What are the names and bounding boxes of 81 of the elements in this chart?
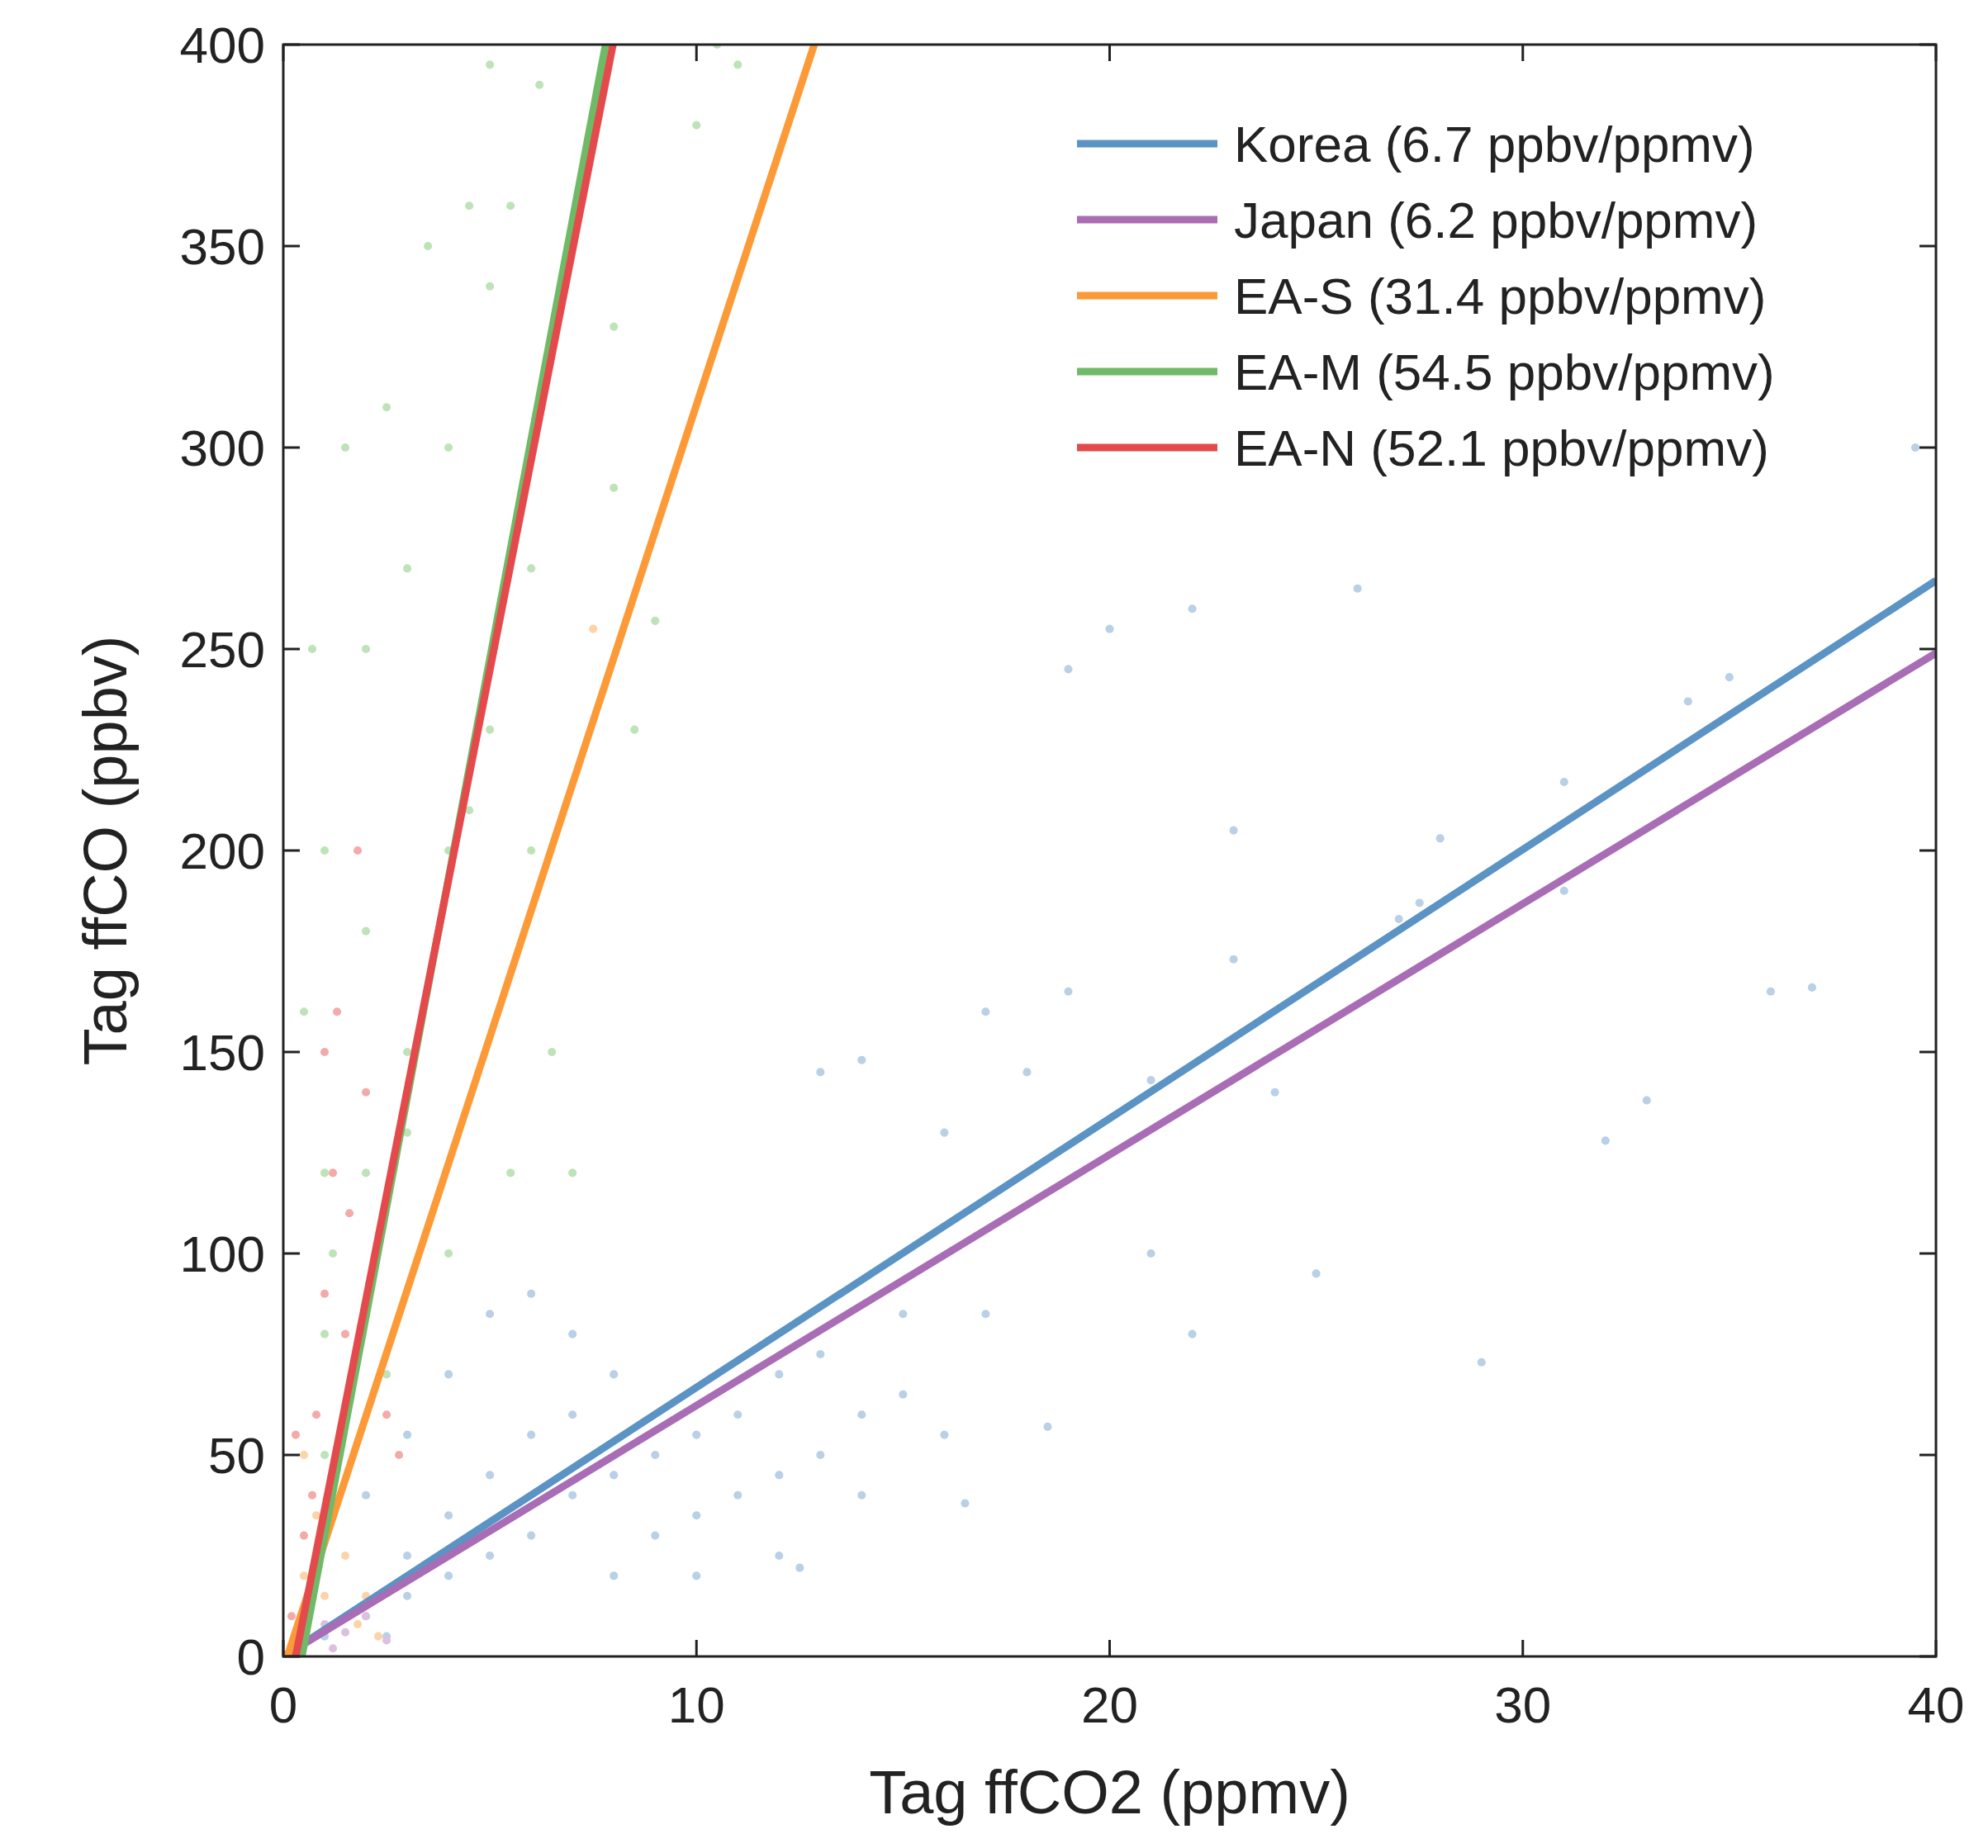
point: [340, 1551, 350, 1561]
point: [340, 1628, 350, 1637]
point: [287, 1612, 297, 1621]
point: [328, 1168, 338, 1178]
point: [486, 725, 495, 734]
legend-label: EA-S (31.4 ppbv/ppmv): [1234, 268, 1767, 325]
point: [630, 725, 639, 734]
point: [444, 1249, 453, 1258]
point: [362, 926, 371, 936]
point: [320, 1289, 330, 1298]
point: [320, 1168, 330, 1178]
point: [465, 201, 474, 211]
point: [535, 80, 544, 89]
point: [568, 1168, 577, 1178]
point: [733, 60, 743, 69]
legend-label: EA-M (54.5 ppbv/ppmv): [1234, 344, 1775, 400]
point: [382, 1636, 391, 1645]
point: [610, 483, 619, 492]
y-tick-label: 300: [179, 419, 265, 476]
point: [307, 644, 317, 654]
y-axis-title: Tag ffCO (ppbv): [71, 635, 140, 1066]
legend-label: Korea (6.7 ppbv/ppmv): [1234, 116, 1755, 173]
point: [486, 282, 495, 291]
y-tick-label: 200: [179, 822, 265, 879]
point: [424, 241, 433, 251]
point: [506, 1168, 515, 1178]
point: [353, 1619, 363, 1628]
point: [340, 443, 350, 453]
point: [486, 60, 495, 69]
y-tick-label: 150: [179, 1024, 265, 1081]
point: [299, 1007, 309, 1016]
point: [320, 1047, 330, 1057]
point: [299, 1571, 309, 1580]
point: [374, 1632, 383, 1641]
y-tick-label: 100: [179, 1225, 265, 1282]
point: [395, 1450, 404, 1460]
point: [382, 1410, 391, 1419]
point: [328, 1249, 338, 1258]
point: [465, 806, 474, 815]
point: [527, 846, 536, 855]
point: [610, 322, 619, 331]
point: [651, 616, 660, 625]
point: [382, 403, 391, 412]
legend-label: Japan (6.2 ppbv/ppmv): [1234, 192, 1758, 249]
point: [548, 1047, 557, 1057]
point: [444, 443, 453, 453]
point: [299, 1450, 309, 1460]
x-tick-label: 10: [667, 1676, 725, 1733]
point: [328, 1644, 338, 1653]
point: [311, 1410, 321, 1419]
point: [307, 1490, 317, 1500]
point: [527, 564, 536, 573]
point: [311, 1511, 321, 1520]
x-tick-label: 40: [1907, 1676, 1965, 1733]
point: [362, 644, 371, 654]
y-tick-label: 350: [179, 218, 265, 275]
point: [320, 846, 330, 855]
point: [344, 1209, 354, 1218]
point: [320, 1329, 330, 1339]
point: [299, 1531, 309, 1540]
point: [403, 564, 412, 573]
point: [320, 1591, 330, 1600]
x-axis-title: Tag ffCO2 (ppmv): [869, 1758, 1350, 1827]
point: [332, 1007, 342, 1016]
point: [506, 201, 515, 211]
legend-label: EA-N (52.1 ppbv/ppmv): [1234, 419, 1769, 476]
x-tick-label: 30: [1494, 1676, 1552, 1733]
x-tick-label: 20: [1081, 1676, 1138, 1733]
y-tick-label: 50: [208, 1427, 265, 1484]
point: [320, 1450, 330, 1460]
point: [291, 1430, 301, 1439]
point: [403, 1047, 412, 1057]
point: [692, 121, 701, 130]
point: [340, 1329, 350, 1339]
y-tick-label: 250: [179, 621, 265, 678]
point: [353, 846, 363, 855]
point: [362, 1168, 371, 1178]
y-tick-label: 400: [179, 17, 265, 73]
point: [589, 624, 598, 633]
y-tick-label: 0: [236, 1628, 265, 1685]
point: [362, 1087, 371, 1097]
